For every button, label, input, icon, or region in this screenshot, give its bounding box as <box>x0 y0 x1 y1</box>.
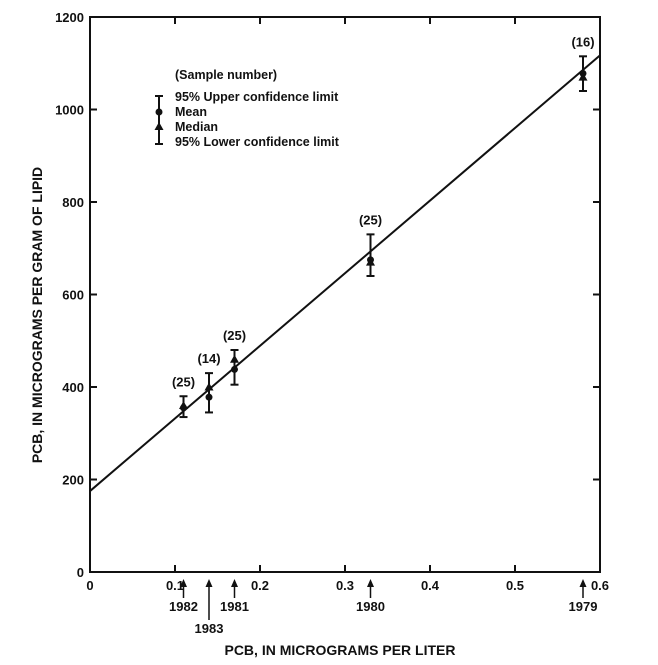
legend: (Sample number) 95% Upper confidence limi… <box>154 68 340 149</box>
x-tick-label: 0.1 <box>166 578 184 593</box>
mean-marker <box>205 393 213 401</box>
axis-ticks: 0 0.1 0.2 0.3 0.4 0.5 0.6 0 200 400 600 800 1000 1200 <box>55 10 609 593</box>
data-point-1980: (25) 1980 <box>356 212 385 614</box>
regression-line <box>89 54 601 492</box>
year-label: 1979 <box>569 599 598 614</box>
x-tick-label: 0.6 <box>591 578 609 593</box>
year-arrow-head <box>180 579 187 587</box>
legend-median-label: Median <box>175 120 218 134</box>
data-points: (25) 1982 (14) 1983 (25) 1981 (25) 1980 (16) 1979 <box>169 34 597 636</box>
y-axis-label: PCB, IN MICROGRAMS PER GRAM OF LIPID <box>29 167 45 463</box>
x-tick-label: 0.5 <box>506 578 524 593</box>
median-marker <box>578 72 588 81</box>
sample-number-label: (25) <box>359 212 382 227</box>
legend-mean-marker <box>155 108 163 116</box>
year-arrow-head <box>367 579 374 587</box>
y-tick-label: 200 <box>62 473 84 488</box>
x-tick-label: 0.4 <box>421 578 440 593</box>
year-label: 1982 <box>169 599 198 614</box>
data-point-1983: (14) 1983 <box>195 351 224 636</box>
sample-number-label: (14) <box>197 351 220 366</box>
x-tick-label: 0.3 <box>336 578 354 593</box>
year-label: 1981 <box>220 599 249 614</box>
data-point-1982: (25) 1982 <box>169 374 198 614</box>
y-tick-label: 0 <box>77 565 84 580</box>
y-tick-label: 1200 <box>55 10 84 25</box>
legend-upper-label: 95% Upper confidence limit <box>175 90 339 104</box>
data-point-1979: (16) 1979 <box>569 34 598 614</box>
y-tick-label: 1000 <box>55 103 84 118</box>
x-tick-label: 0 <box>86 578 93 593</box>
median-marker <box>230 354 239 363</box>
year-label: 1980 <box>356 599 385 614</box>
legend-median-marker <box>154 122 164 130</box>
year-label: 1983 <box>195 621 224 636</box>
data-point-1981: (25) 1981 <box>220 328 249 614</box>
median-marker <box>204 382 214 391</box>
sample-number-label: (25) <box>172 374 195 389</box>
year-arrow-head <box>579 579 587 587</box>
mean-marker <box>231 365 238 373</box>
x-tick-label: 0.2 <box>251 578 269 593</box>
sample-number-label: (16) <box>571 34 594 49</box>
y-tick-label: 400 <box>62 380 84 395</box>
legend-lower-label: 95% Lower confidence limit <box>175 135 340 149</box>
median-marker <box>366 257 375 266</box>
x-axis-label: PCB, IN MICROGRAMS PER LITER <box>224 642 455 658</box>
year-arrow-head <box>205 579 213 587</box>
year-arrow-head <box>231 579 238 587</box>
plot-frame <box>89 16 601 573</box>
legend-sample-number: (Sample number) <box>175 68 277 82</box>
y-tick-label: 800 <box>62 195 84 210</box>
sample-number-label: (25) <box>223 328 246 343</box>
y-tick-label: 600 <box>62 288 84 303</box>
regression-line-path <box>89 54 601 492</box>
legend-mean-label: Mean <box>175 105 207 119</box>
median-marker <box>179 401 188 409</box>
